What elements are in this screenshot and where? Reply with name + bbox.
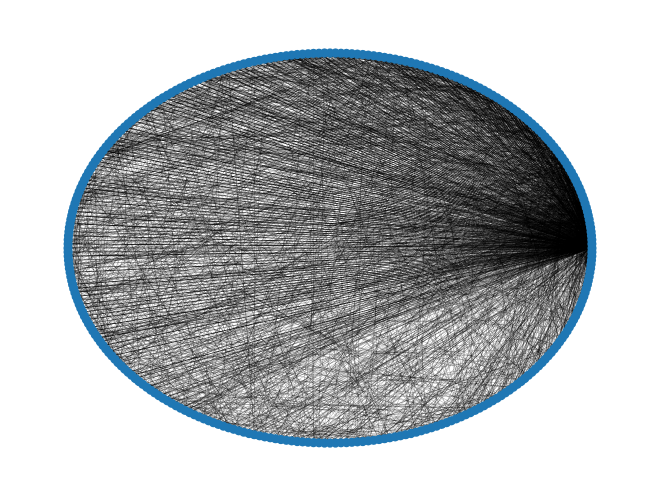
- graph-node: [587, 247, 597, 257]
- nodes-layer: [63, 48, 597, 448]
